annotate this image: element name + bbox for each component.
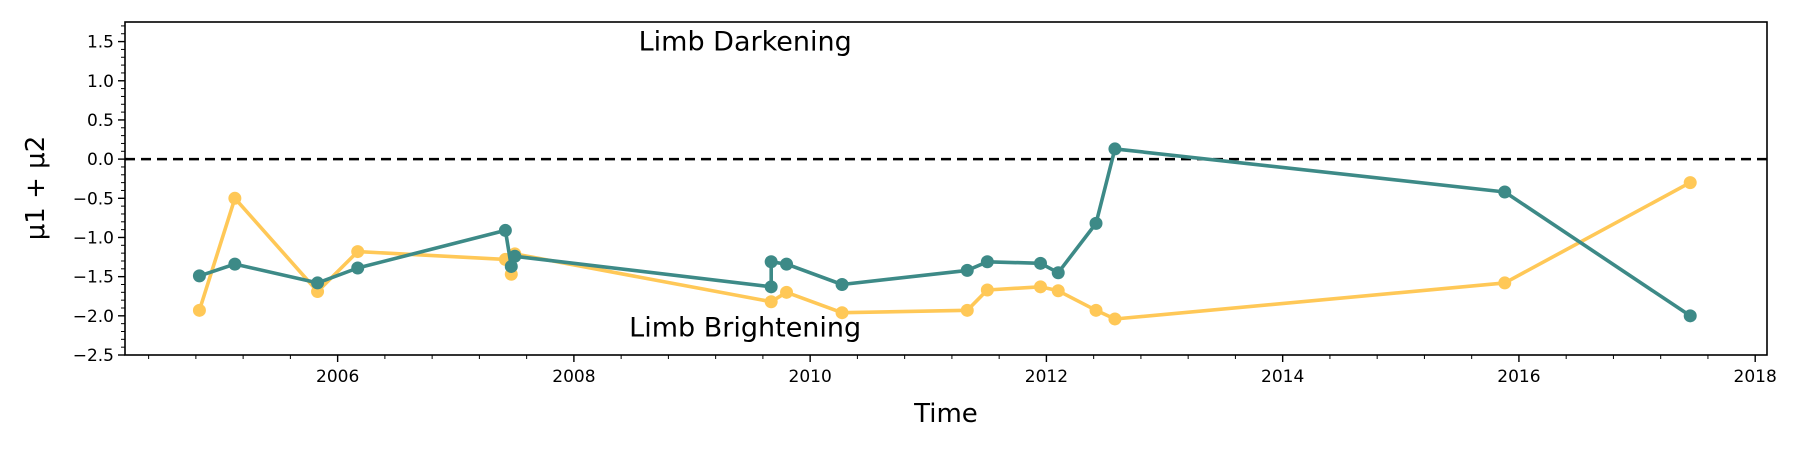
y-tick-label: −0.5 bbox=[73, 189, 114, 209]
annotation-limb-darkening: Limb Darkening bbox=[639, 27, 852, 58]
y-tick-label: 1.0 bbox=[87, 72, 114, 92]
data-point-yellow bbox=[780, 285, 794, 299]
data-point-yellow bbox=[764, 295, 778, 309]
x-axis-label: Time bbox=[913, 399, 978, 429]
series-layer bbox=[192, 142, 1697, 326]
data-point-teal bbox=[835, 277, 849, 291]
y-tick-label: 1.5 bbox=[87, 33, 114, 53]
data-point-teal bbox=[228, 257, 242, 271]
data-point-yellow bbox=[960, 303, 974, 317]
data-point-teal bbox=[311, 276, 325, 290]
data-point-teal bbox=[960, 263, 974, 277]
y-tick-label: −1.0 bbox=[73, 228, 114, 248]
y-tick-label: 0.0 bbox=[87, 150, 114, 170]
data-point-yellow bbox=[1108, 312, 1122, 326]
data-point-teal bbox=[508, 249, 522, 263]
x-tick-label: 2014 bbox=[1261, 367, 1304, 387]
y-tick-label: −1.5 bbox=[73, 268, 114, 288]
x-tick-label: 2008 bbox=[552, 367, 595, 387]
y-tick-label: 0.5 bbox=[87, 111, 114, 131]
data-point-yellow bbox=[980, 283, 994, 297]
x-tick-label: 2016 bbox=[1497, 367, 1540, 387]
data-point-teal bbox=[1051, 266, 1065, 280]
data-point-yellow bbox=[835, 306, 849, 320]
data-point-yellow bbox=[192, 303, 206, 317]
data-point-yellow bbox=[351, 245, 365, 259]
data-point-teal bbox=[764, 280, 778, 294]
data-point-teal bbox=[1108, 142, 1122, 156]
annotation-limb-brightening: Limb Brightening bbox=[629, 313, 861, 344]
data-point-teal bbox=[1498, 185, 1512, 199]
x-tick-label: 2006 bbox=[316, 367, 359, 387]
data-point-yellow bbox=[1051, 284, 1065, 298]
data-point-teal bbox=[764, 255, 778, 269]
data-point-teal bbox=[192, 269, 206, 283]
data-point-yellow bbox=[1089, 303, 1103, 317]
data-point-yellow bbox=[1498, 276, 1512, 290]
data-point-teal bbox=[504, 259, 518, 273]
x-tick-label: 2018 bbox=[1734, 367, 1777, 387]
data-point-teal bbox=[980, 255, 994, 269]
data-point-teal bbox=[1034, 256, 1048, 270]
data-point-teal bbox=[498, 223, 512, 237]
data-point-yellow bbox=[1683, 176, 1697, 190]
x-tick-label: 2010 bbox=[789, 367, 832, 387]
data-point-teal bbox=[1683, 309, 1697, 323]
series-teal bbox=[192, 142, 1697, 323]
y-axis-label: μ1 + μ2 bbox=[21, 136, 51, 240]
y-tick-label: −2.5 bbox=[73, 346, 114, 366]
y-tick-label: −2.0 bbox=[73, 307, 114, 327]
axes-layer: 2006 2008 2010 2012 2014 2016 2018 −2.5 −2.0 −1.5… bbox=[73, 25, 1777, 387]
data-point-teal bbox=[1089, 216, 1103, 230]
data-point-yellow bbox=[1034, 280, 1048, 294]
data-point-teal bbox=[780, 257, 794, 271]
x-tick-label: 2012 bbox=[1025, 367, 1068, 387]
plot-frame bbox=[124, 21, 1768, 356]
data-point-teal bbox=[351, 261, 365, 275]
data-point-yellow bbox=[228, 191, 242, 205]
